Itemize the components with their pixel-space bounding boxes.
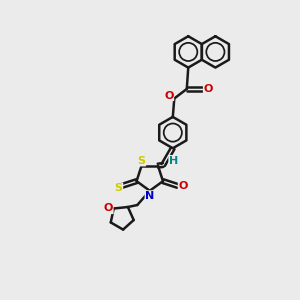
Text: S: S (115, 183, 123, 193)
Text: N: N (145, 191, 154, 201)
Text: O: O (104, 203, 113, 214)
Text: O: O (178, 181, 188, 191)
Text: O: O (164, 91, 174, 100)
Text: H: H (169, 155, 178, 166)
Text: S: S (138, 156, 146, 166)
Text: O: O (203, 84, 213, 94)
